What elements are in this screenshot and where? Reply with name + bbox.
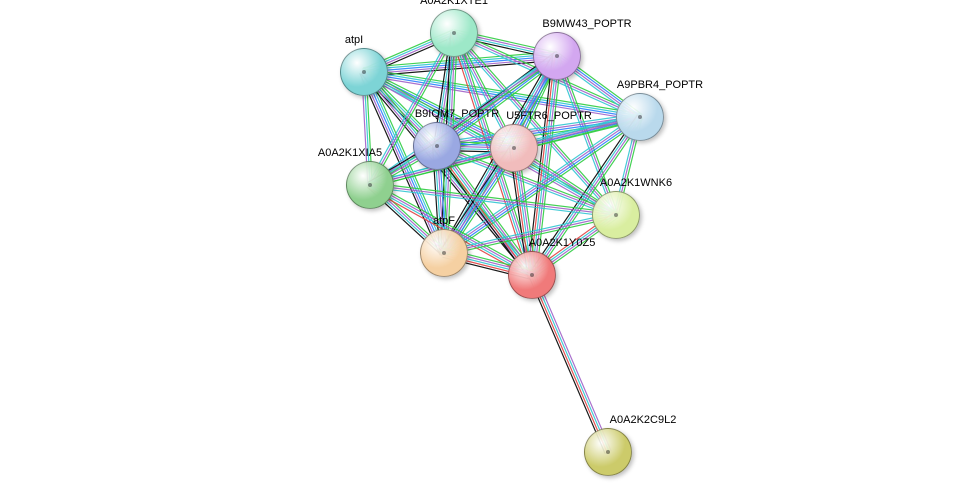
network-node[interactable] — [340, 48, 388, 96]
network-node[interactable] — [584, 428, 632, 476]
node-label: A0A2K1XTE1 — [420, 0, 488, 7]
node-label: A9PBR4_POPTR — [617, 79, 703, 91]
node-center-dot-icon — [512, 146, 516, 150]
network-node[interactable] — [346, 161, 394, 209]
network-node[interactable] — [420, 229, 468, 277]
node-center-dot-icon — [555, 54, 559, 58]
network-node[interactable] — [616, 93, 664, 141]
node-center-dot-icon — [530, 273, 534, 277]
node-label: A0A2K1XIA5 — [318, 147, 382, 159]
node-label: B9MW43_POPTR — [542, 18, 631, 30]
node-label: B9IQM7_POPTR — [415, 108, 499, 120]
network-node[interactable] — [592, 191, 640, 239]
network-node[interactable] — [413, 122, 461, 170]
node-label: A0A2K2C9L2 — [610, 414, 677, 426]
network-canvas: A0A2K1XTE1 B9MW43_POPTR atpI A9PBR4_POPTR B9… — [0, 0, 975, 502]
node-label: atpI — [345, 34, 363, 46]
node-label: A0A2K1Y0Z5 — [529, 237, 596, 249]
edges-layer — [0, 0, 975, 502]
node-center-dot-icon — [368, 183, 372, 187]
node-center-dot-icon — [452, 31, 456, 35]
network-node[interactable] — [508, 251, 556, 299]
node-label: U5FTR6_POPTR — [506, 110, 592, 122]
node-center-dot-icon — [442, 251, 446, 255]
node-center-dot-icon — [435, 144, 439, 148]
node-center-dot-icon — [362, 70, 366, 74]
network-node[interactable] — [430, 9, 478, 57]
node-label: A0A2K1WNK6 — [600, 177, 672, 189]
network-node[interactable] — [490, 124, 538, 172]
network-node[interactable] — [533, 32, 581, 80]
node-center-dot-icon — [606, 450, 610, 454]
node-center-dot-icon — [638, 115, 642, 119]
node-center-dot-icon — [614, 213, 618, 217]
node-label: atpF — [433, 215, 455, 227]
